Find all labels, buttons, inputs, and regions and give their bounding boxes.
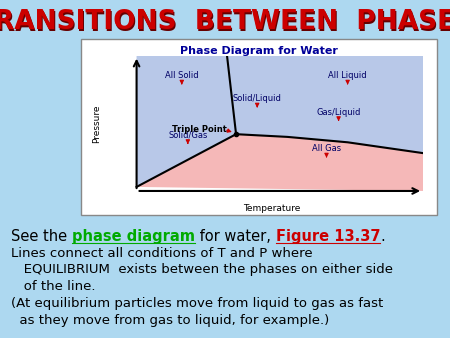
Text: TRANSITIONS  BETWEEN  PHASES: TRANSITIONS BETWEEN PHASES — [0, 9, 450, 35]
Text: Triple Point: Triple Point — [172, 125, 227, 134]
Text: All Gas: All Gas — [312, 144, 341, 153]
Text: Gas/Liquid: Gas/Liquid — [316, 107, 361, 117]
Text: Solid/Gas: Solid/Gas — [168, 130, 207, 140]
Polygon shape — [137, 134, 423, 191]
Text: (At equilibrium particles move from liquid to gas as fast
  as they move from ga: (At equilibrium particles move from liqu… — [11, 297, 383, 327]
Text: Temperature: Temperature — [243, 204, 301, 214]
Text: See the: See the — [11, 229, 72, 244]
Text: for water,: for water, — [195, 229, 275, 244]
Text: phase diagram: phase diagram — [72, 229, 195, 244]
Text: Lines connect all conditions of T and P where
   EQUILIBRIUM  exists between the: Lines connect all conditions of T and P … — [11, 247, 393, 293]
Text: Solid/Liquid: Solid/Liquid — [233, 94, 282, 103]
Text: Phase Diagram for Water: Phase Diagram for Water — [180, 46, 338, 56]
Polygon shape — [227, 56, 423, 153]
Text: .: . — [380, 229, 385, 244]
Text: Pressure: Pressure — [92, 104, 101, 143]
Text: TRANSITIONS  BETWEEN  PHASES: TRANSITIONS BETWEEN PHASES — [0, 11, 450, 37]
Text: Figure 13.37: Figure 13.37 — [275, 229, 380, 244]
Polygon shape — [137, 56, 236, 191]
FancyBboxPatch shape — [81, 39, 436, 215]
Text: All Solid: All Solid — [165, 71, 198, 80]
Text: All Liquid: All Liquid — [328, 71, 367, 80]
